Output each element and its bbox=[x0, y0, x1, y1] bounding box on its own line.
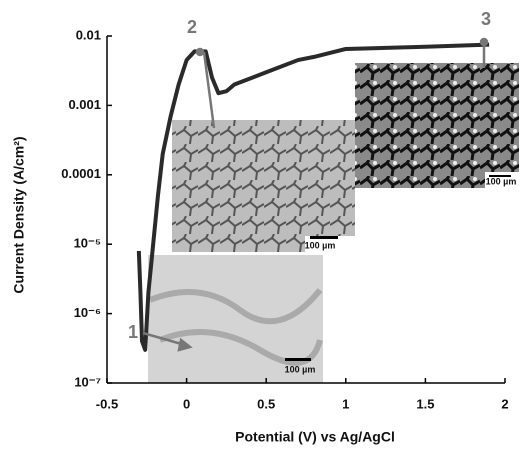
y-tick-label: 10⁻⁷ bbox=[74, 374, 101, 389]
y-axis-title: Current Density (A/cm²) bbox=[11, 136, 27, 293]
x-axis-title: Potential (V) vs Ag/AgCl bbox=[235, 429, 395, 445]
data-line bbox=[136, 42, 490, 352]
annotation-arrows bbox=[142, 37, 489, 352]
inset-1 bbox=[148, 255, 323, 383]
annotation: 1 bbox=[128, 322, 138, 342]
x-tick-label: -0.5 bbox=[96, 396, 118, 411]
annotation: 2 bbox=[187, 17, 197, 37]
x-tick-label: 0.5 bbox=[257, 396, 275, 411]
y-tick-label: 10⁻⁵ bbox=[74, 236, 101, 251]
inset-2 bbox=[172, 120, 355, 252]
scale-label: 100 µm bbox=[285, 364, 316, 374]
x-tick-label: 2 bbox=[501, 396, 508, 411]
scale-label: 100 µm bbox=[305, 240, 336, 250]
scale-label: 100 µm bbox=[486, 176, 517, 186]
x-tick-label: 0 bbox=[183, 396, 190, 411]
inset-3 bbox=[355, 63, 519, 188]
y-tick-label: 0.01 bbox=[76, 27, 101, 42]
annotation: 3 bbox=[481, 9, 491, 29]
x-tick-label: 1 bbox=[342, 396, 349, 411]
y-tick-label: 0.001 bbox=[68, 97, 101, 112]
y-tick-label: 10⁻⁶ bbox=[74, 305, 101, 320]
y-tick-label: 0.0001 bbox=[61, 166, 101, 181]
x-tick-label: 1.5 bbox=[416, 396, 434, 411]
